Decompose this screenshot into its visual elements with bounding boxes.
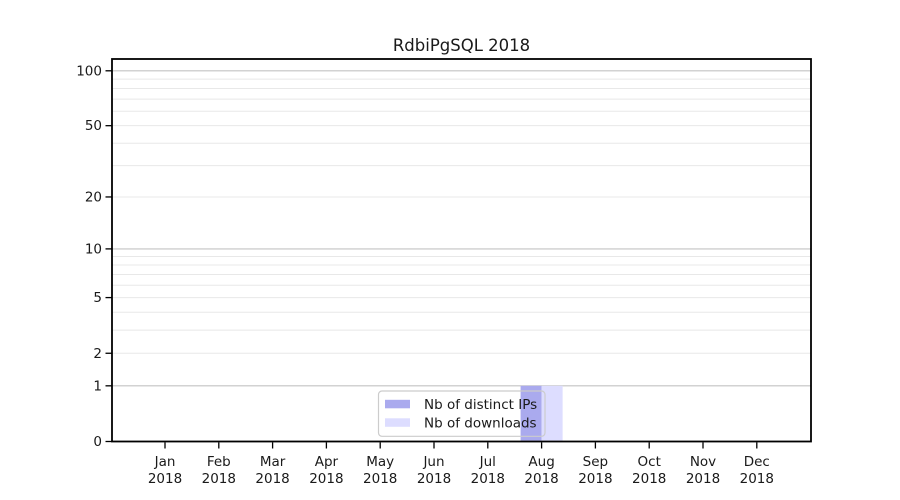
x-tick-label-month: Mar	[260, 454, 286, 470]
y-tick-label: 2	[93, 346, 102, 362]
y-tick-label: 20	[85, 189, 102, 205]
y-tick-label: 0	[93, 434, 102, 450]
bar-nb-of-downloads	[541, 385, 563, 441]
x-tick-label-month: Dec	[744, 454, 770, 470]
x-tick-label-year: 2018	[255, 471, 289, 487]
x-tick-label-month: Aug	[528, 454, 554, 470]
legend-label: Nb of downloads	[424, 415, 537, 431]
legend-label: Nb of distinct IPs	[424, 397, 537, 413]
y-tick-label: 50	[85, 118, 102, 134]
x-tick-label-month: Feb	[207, 454, 231, 470]
x-tick-label-year: 2018	[686, 471, 720, 487]
legend: Nb of distinct IPs Nb of downloads	[377, 390, 546, 437]
legend-box	[377, 390, 546, 437]
axes-layer: 0125102050100Jan2018Feb2018Mar2018Apr201…	[76, 58, 812, 487]
x-tick-label-month: Sep	[583, 454, 608, 470]
x-tick-label-year: 2018	[363, 471, 397, 487]
y-tick-label: 1	[93, 378, 102, 394]
x-tick-label-month: Apr	[315, 454, 339, 470]
y-tick-label: 5	[93, 290, 102, 306]
x-tick-label-month: May	[366, 454, 394, 470]
x-tick-label-month: Jan	[154, 454, 176, 470]
x-tick-label-year: 2018	[309, 471, 343, 487]
x-tick-label-year: 2018	[740, 471, 774, 487]
x-tick-label-year: 2018	[632, 471, 666, 487]
x-tick-label-month: Nov	[690, 454, 716, 470]
x-tick-label-year: 2018	[471, 471, 505, 487]
plot-box	[111, 58, 812, 443]
x-tick-label-year: 2018	[148, 471, 182, 487]
x-tick-label-year: 2018	[417, 471, 451, 487]
x-tick-label-year: 2018	[202, 471, 236, 487]
x-tick-label-month: Oct	[638, 454, 661, 470]
y-tick-label: 10	[85, 241, 102, 257]
x-tick-label-month: Jun	[422, 454, 444, 470]
bars-layer	[520, 385, 563, 441]
legend-swatch	[385, 418, 410, 427]
x-tick-label-year: 2018	[524, 471, 558, 487]
x-tick-label-year: 2018	[578, 471, 612, 487]
y-tick-label: 100	[76, 63, 102, 79]
bar-nb-of-distinct-ips	[520, 385, 542, 441]
chart-title: RdbiPgSQL 2018	[393, 36, 530, 55]
x-tick-label-month: Jul	[479, 454, 496, 470]
grid-layer	[112, 70, 811, 387]
legend-swatch	[385, 399, 410, 409]
